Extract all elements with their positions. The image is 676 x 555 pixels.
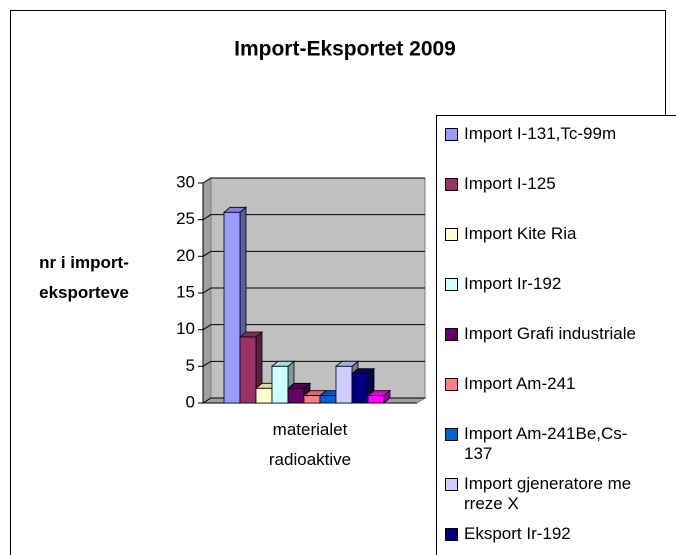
x-tick-label: materialet radioaktive: [268, 420, 352, 469]
grid-line: [202, 177, 425, 184]
y-tick-label: 20: [176, 246, 195, 265]
legend-swatch: [445, 478, 458, 491]
legend-swatch: [445, 428, 458, 441]
legend-swatch: [445, 228, 458, 241]
bar: [223, 211, 241, 404]
bar: [303, 395, 321, 404]
bar: [239, 336, 257, 404]
y-tick-label: 0: [186, 392, 195, 411]
legend-label: Import Ir-192: [464, 274, 562, 293]
y-tick-label: 25: [176, 209, 195, 228]
legend-swatch: [445, 528, 458, 541]
legend-swatch: [445, 378, 458, 391]
legend-label: Import Am-241Be,Cs-137: [464, 424, 628, 463]
y-tick-label: 10: [176, 319, 195, 338]
legend-entry: Import I-125: [445, 174, 645, 194]
bar: [351, 373, 369, 404]
bar: [271, 365, 289, 404]
grid-line: [202, 287, 425, 294]
grid-line: [202, 214, 425, 221]
chart-title: Import-Eksportet 2009: [234, 38, 456, 61]
legend-entry: Import Kite Ria: [445, 224, 645, 244]
bar: [255, 387, 273, 404]
legend-entry: Import gjeneratore me rreze X: [445, 474, 645, 514]
legend-label: Eksport Ir-192: [464, 524, 571, 543]
bar: [335, 365, 353, 404]
legend-swatch: [445, 178, 458, 191]
legend-label: Import gjeneratore me rreze X: [464, 474, 632, 513]
legend-entry: Import Am-241: [445, 374, 645, 394]
legend-label: Import Kite Ria: [464, 224, 577, 243]
legend-label: Import I-131,Tc-99m: [464, 124, 617, 143]
grid-line: [202, 324, 425, 331]
bar: [319, 395, 337, 404]
legend-label: Import Am-241: [464, 374, 576, 393]
bar: [367, 395, 385, 404]
bar: [287, 387, 305, 404]
legend-swatch: [445, 328, 458, 341]
y-tick-label: 30: [176, 172, 195, 191]
y-tick-label: 5: [186, 356, 195, 375]
legend-swatch: [445, 128, 458, 141]
legend-entry: Import Am-241Be,Cs-137: [445, 424, 645, 464]
legend-swatch: [445, 278, 458, 291]
y-axis-label: nr i import-eksporteve: [39, 253, 129, 302]
legend-entry: Import Ir-192: [445, 274, 645, 294]
legend-entry: Import Grafi industriale: [445, 324, 645, 344]
legend-label: Import I-125: [464, 174, 556, 193]
y-tick-label: 15: [176, 282, 195, 301]
legend-entry: Import I-131,Tc-99m: [445, 124, 645, 144]
grid-line: [202, 250, 425, 257]
legend: Import I-131,Tc-99m Import I-125 Import Ki…: [436, 115, 676, 555]
legend-label: Import Grafi industriale: [464, 324, 636, 343]
legend-entry: Eksport Ir-192: [445, 524, 645, 544]
